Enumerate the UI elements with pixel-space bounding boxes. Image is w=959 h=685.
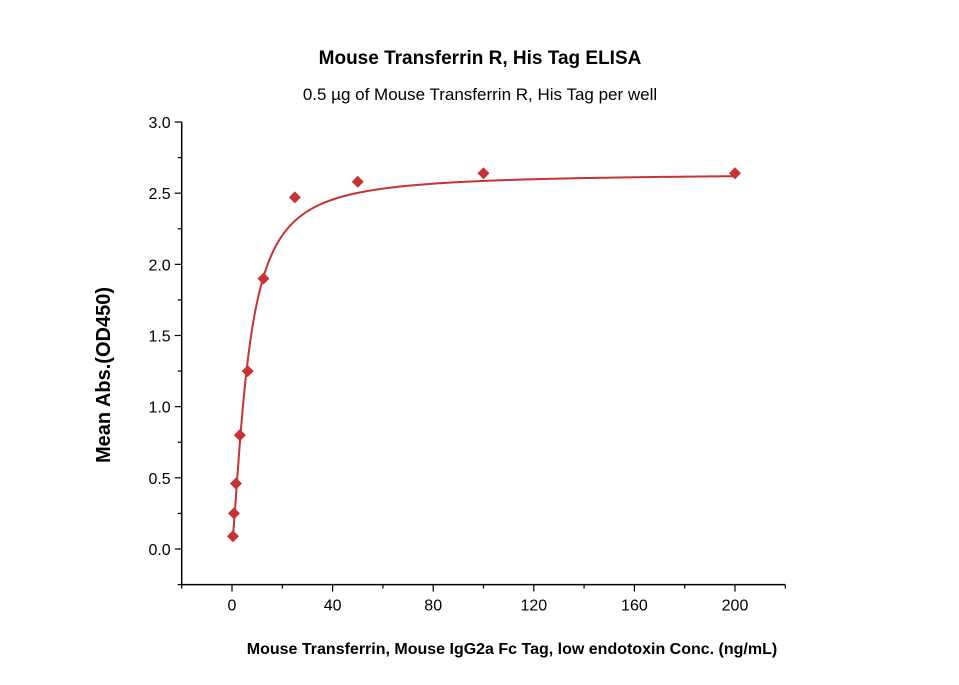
chart-subtitle: 0.5 µg of Mouse Transferrin R, His Tag p… [303, 85, 657, 104]
data-point [227, 507, 240, 520]
y-tick-label: 2.5 [148, 186, 170, 203]
y-axis-label: Mean Abs.(OD450) [93, 287, 115, 463]
y-tick-label: 2.0 [148, 257, 170, 274]
x-tick-label: 80 [424, 598, 442, 615]
x-tick-label: 40 [324, 598, 342, 615]
data-point [229, 477, 242, 490]
data-point [226, 530, 239, 543]
data-point [233, 429, 246, 442]
data-point [241, 365, 254, 378]
y-tick-label: 1.0 [148, 400, 170, 417]
x-tick-label: 120 [520, 598, 547, 615]
data-point [477, 167, 490, 180]
x-tick-label: 160 [621, 598, 648, 615]
data-point [351, 175, 364, 188]
y-tick-label: 0.5 [148, 471, 170, 488]
data-point [288, 191, 301, 204]
y-tick-label: 0.0 [148, 542, 170, 559]
chart-title: Mouse Transferrin R, His Tag ELISA [319, 48, 642, 69]
x-axis-label: Mouse Transferrin, Mouse IgG2a Fc Tag, l… [247, 641, 777, 658]
fit-curve [231, 175, 736, 535]
x-tick-label: 200 [722, 598, 749, 615]
data-point [257, 272, 270, 285]
y-tick-label: 3.0 [148, 115, 170, 132]
x-tick-label: 0 [228, 598, 237, 615]
y-tick-label: 1.5 [148, 329, 170, 346]
data-point [729, 167, 741, 180]
